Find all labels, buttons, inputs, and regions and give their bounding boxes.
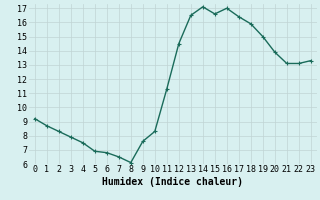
X-axis label: Humidex (Indice chaleur): Humidex (Indice chaleur) [102, 177, 243, 187]
